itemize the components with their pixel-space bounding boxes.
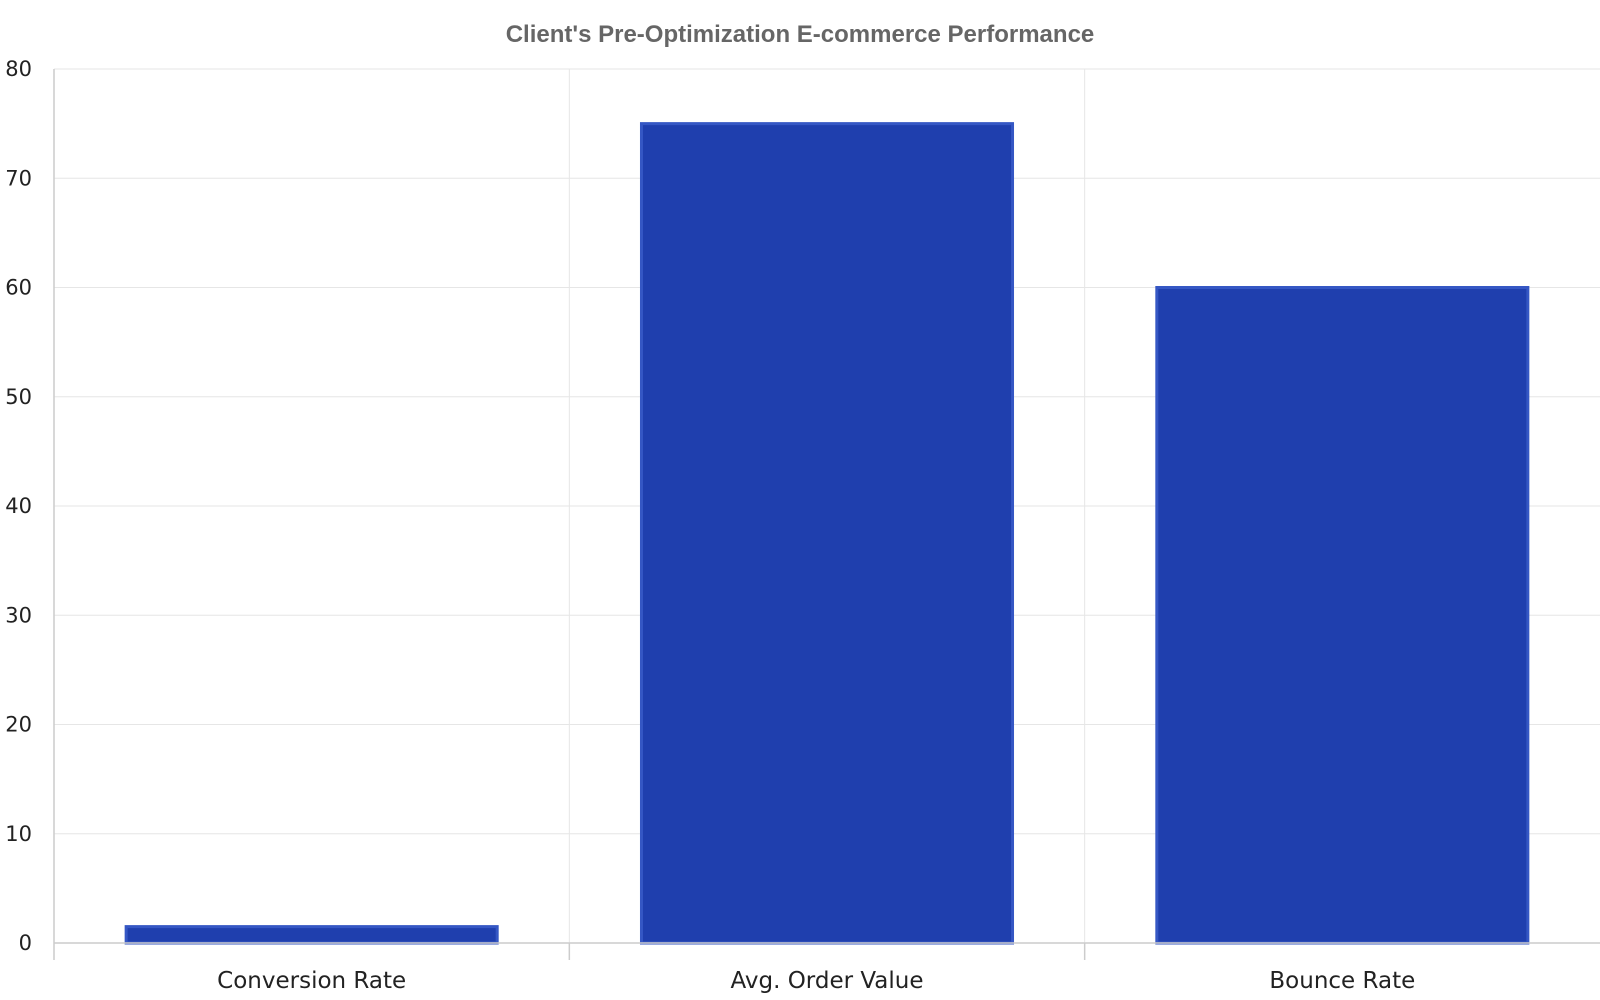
x-category-label: Avg. Order Value	[730, 968, 923, 994]
y-tick-label: 50	[5, 385, 32, 409]
bar-conversion-rate	[124, 925, 499, 945]
chart-title: Client's Pre-Optimization E-commerce Per…	[506, 21, 1095, 48]
y-tick-label: 70	[5, 166, 32, 190]
y-tick-label: 30	[5, 603, 32, 627]
axis-layer: 0 10 20 30 40 50 60 70 80 Conversion Rate Avg. Ord…	[5, 57, 1600, 994]
y-tick-label: 20	[5, 713, 32, 737]
y-tick-label: 0	[19, 931, 32, 955]
x-category-label: Bounce Rate	[1269, 968, 1415, 994]
y-tick-label: 40	[5, 494, 32, 518]
bar-avg-order-value	[639, 122, 1015, 945]
x-category-label: Conversion Rate	[217, 968, 406, 994]
y-tick-label: 80	[5, 57, 32, 81]
y-tick-label: 10	[5, 822, 32, 846]
y-tick-label: 60	[5, 276, 32, 300]
bars-layer	[124, 122, 1530, 945]
bar-bounce-rate	[1155, 286, 1530, 945]
